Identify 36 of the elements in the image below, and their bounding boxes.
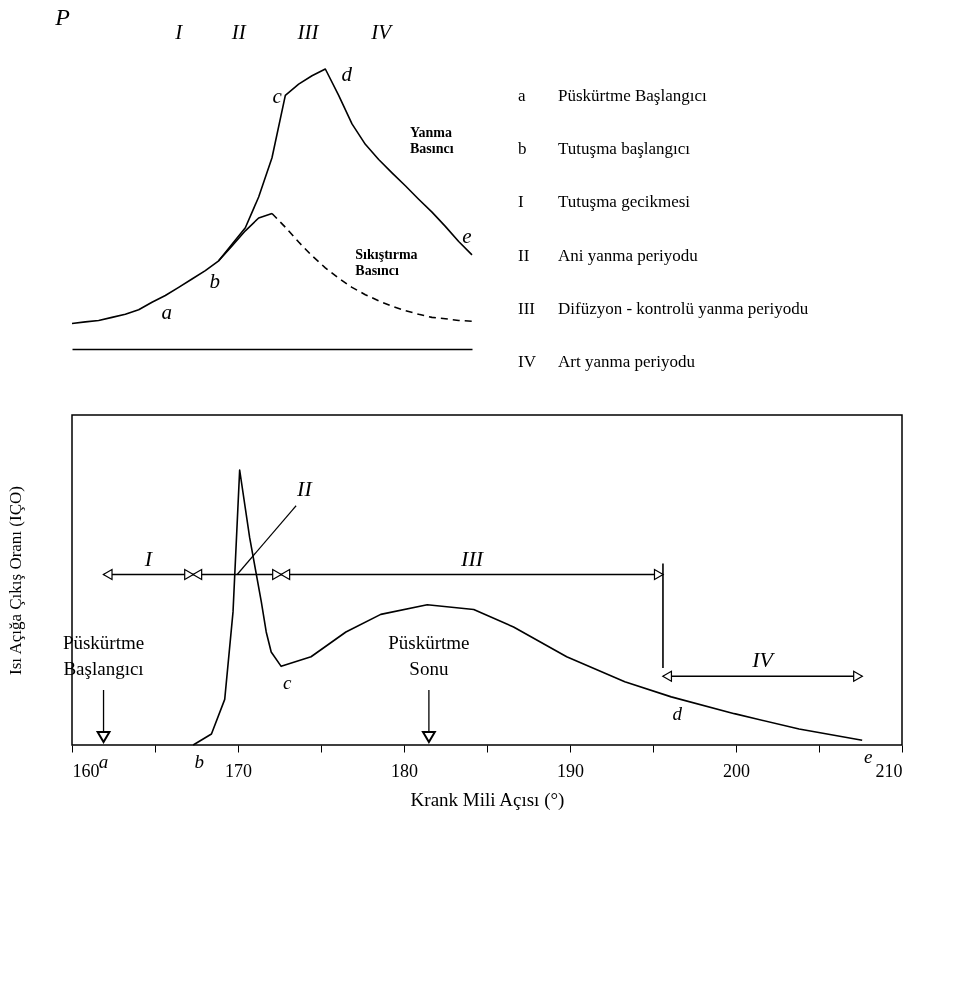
annotation: e: [863, 746, 873, 768]
y-axis-title: Isı Açığa Çıkış Oranı (IÇO): [5, 486, 25, 675]
x-tick-label: 180: [391, 760, 418, 781]
x-tick-label: 160: [72, 760, 100, 781]
x-tick-label: 190: [557, 760, 584, 781]
text: II: [230, 19, 247, 44]
annotation: III: [460, 545, 485, 571]
text: II Ani yanma periyodu: [518, 245, 698, 265]
annotation: a: [161, 299, 173, 324]
annotation: II: [296, 476, 314, 502]
text: a: [98, 751, 109, 772]
annotation: e: [462, 224, 472, 248]
text: a Püskürtme Başlangıcı: [518, 85, 707, 105]
annotation: c: [282, 672, 292, 694]
x-tick-label: 200: [723, 760, 750, 781]
text: IV: [370, 19, 394, 44]
text: III Difüzyon - kontrolü yanma periyodu: [518, 299, 809, 318]
annotation: Püskürtme Sonu: [388, 632, 470, 679]
annotation: d: [672, 702, 683, 724]
text: b Tutuşma başlangıcı: [518, 139, 691, 158]
text: IV Art yanma periyodu: [518, 352, 695, 372]
x-axis-title: Krank Mili Açısı (°): [410, 788, 565, 811]
annotation: c: [272, 84, 283, 108]
x-tick-label: 210: [875, 760, 903, 781]
text: III: [296, 19, 320, 44]
annotation: b: [209, 268, 221, 293]
annotation: IV: [751, 647, 776, 673]
x-tick-label: 170: [225, 760, 252, 781]
text: I: [174, 19, 184, 44]
series-label: Yanma Basıncı: [410, 124, 454, 156]
series-label: Sıkıştırma Basıncı: [355, 246, 418, 278]
y-axis-title: P: [54, 3, 71, 30]
annotation: b: [194, 751, 204, 772]
annotation: I: [143, 545, 154, 571]
annotation: d: [341, 61, 353, 86]
text: I Tutuşma gecikmesi: [518, 192, 691, 212]
